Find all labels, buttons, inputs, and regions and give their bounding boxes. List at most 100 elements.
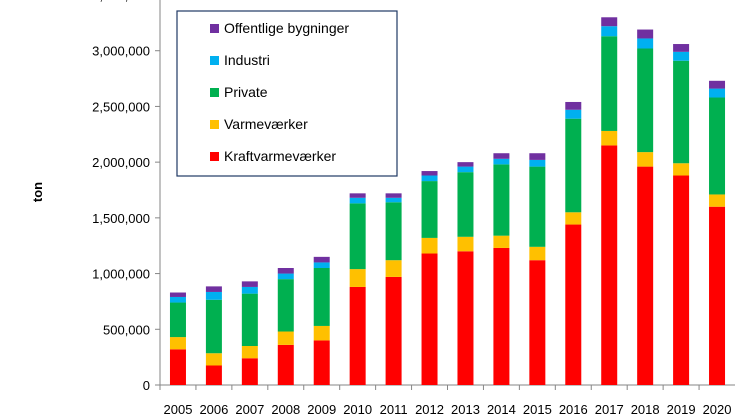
bar-segment [673,44,690,52]
bar-segment [457,166,474,173]
x-tick-label: 2019 [667,402,696,417]
bar-segment [493,235,510,248]
bar-segment [637,38,654,49]
bar-segment [601,130,618,146]
bar-segment [349,286,366,385]
bar-segment [421,181,438,238]
bar-segment [673,51,690,61]
x-tick-label: 2011 [380,402,408,417]
bar-segment [709,194,726,207]
bar-segment [205,291,222,300]
x-tick-label: 2016 [559,402,588,417]
bar-segment [169,302,186,338]
bar-segment [313,340,330,385]
bar-segment [277,268,294,274]
bar-segment [565,212,582,225]
bar-segment [241,358,258,385]
bar-segment [601,36,618,131]
bar-segment [241,346,258,359]
bar-segment [205,365,222,385]
bar-segment [529,166,546,247]
legend-swatch [210,56,219,65]
bar-segment [637,48,654,153]
y-tick-label: 1,500,000 [92,211,150,226]
bar-segment [385,260,402,277]
bar-segment [385,197,402,203]
x-tick-label: 2012 [415,402,444,417]
legend-swatch [210,120,219,129]
x-tick-label: 2008 [271,402,300,417]
bar-segment [493,247,510,385]
bar-segment [385,202,402,261]
bar-segment [709,206,726,385]
x-tick-label: 2018 [631,402,660,417]
bar-segment [637,152,654,167]
bar-segment [673,60,690,164]
bar-segment [637,29,654,39]
legend-label: Kraftvarmeværker [224,148,336,164]
bar-segment [565,118,582,213]
bar-segment [313,325,330,341]
bar-segment [313,262,330,268]
bar-segment [313,256,330,263]
bar-segment [349,193,366,198]
bar-segment [313,268,330,326]
bar-segment [349,197,366,204]
bar-segment [637,166,654,385]
bar-segment [457,251,474,385]
bar-segment [709,97,726,195]
bar-segment [421,171,438,176]
x-tick-label: 2007 [235,402,264,417]
bar-segment [565,101,582,110]
bar-segment [709,80,726,89]
bar-segment [457,172,474,237]
bar-segment [529,159,546,167]
legend-label: Private [224,84,268,100]
legend-label: Varmeværker [224,116,308,132]
x-tick-label: 2006 [199,402,228,417]
y-tick-label: 3,000,000 [92,44,150,59]
bar-segment [529,153,546,160]
bar-segment [421,175,438,182]
bar-segment [529,260,546,385]
bar-segment [277,331,294,345]
bar-segment [565,109,582,119]
bar-segment [169,337,186,350]
x-tick-label: 2009 [307,402,336,417]
bar-segment [205,286,222,292]
x-tick-label: 2013 [451,402,480,417]
x-tick-label: 2017 [595,402,624,417]
bar-segment [457,162,474,167]
legend-swatch [210,24,219,33]
bars [169,17,726,385]
legend: Offentlige bygninger Industri Private Varme… [176,10,398,177]
bar-segment [277,279,294,332]
bar-segment [241,286,258,294]
bar-segment [349,203,366,270]
bar-segment [205,299,222,354]
legend-label: Industri [224,52,270,68]
y-tick-label: 500,000 [103,322,150,337]
bar-segment [169,292,186,297]
legend-swatch [210,152,219,161]
bar-segment [421,237,438,254]
bar-segment [277,273,294,280]
bar-segment [457,236,474,252]
x-tick-label: 2015 [523,402,552,417]
bar-segment [493,158,510,165]
bar-segment [601,26,618,37]
bar-segment [385,276,402,385]
bar-segment [673,163,690,176]
y-tick-label: 2,000,000 [92,155,150,170]
x-axis: 2005 2006 2007 2008 2009 2010 2011 2012 2013 2014… [159,384,735,417]
bar-segment [565,224,582,385]
x-tick-label: 2005 [164,402,193,417]
y-tick-label: 2,500,000 [92,99,150,114]
bar-segment [169,349,186,385]
x-tick-label: 2020 [703,402,732,417]
legend-label: Offentlige bygninger [224,20,349,36]
bar-segment [241,293,258,346]
x-tick-label: 2014 [487,402,516,417]
legend-swatch [210,88,219,97]
